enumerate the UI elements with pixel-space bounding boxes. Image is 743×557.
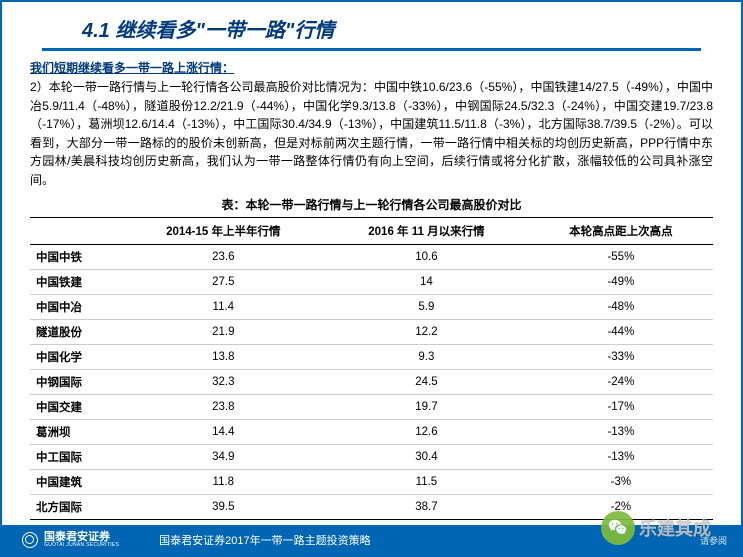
- table-cell: 19.7: [324, 394, 529, 419]
- slide-container: 4.1 继续看多"一带一路"行情 我们短期继续看多一带一路上涨行情： 2）本轮一…: [0, 0, 743, 557]
- table-row: 中国铁建27.514-49%: [30, 269, 713, 294]
- table-row: 中国化学13.89.3-33%: [30, 344, 713, 369]
- table-cell: -48%: [529, 294, 713, 319]
- table-row: 中国交建23.819.7-17%: [30, 394, 713, 419]
- col-header: 2014-15 年上半年行情: [123, 217, 325, 244]
- table-row: 中钢国际32.324.5-24%: [30, 369, 713, 394]
- table-cell: 隧道股份: [30, 319, 123, 344]
- table-cell: 27.5: [123, 269, 325, 294]
- table-cell: 中工国际: [30, 444, 123, 469]
- table-cell: 中国交建: [30, 394, 123, 419]
- table-cell: 中国建筑: [30, 469, 123, 494]
- col-header: 本轮高点距上次高点: [529, 217, 713, 244]
- table-cell: 中国化学: [30, 344, 123, 369]
- table-caption: 表：本轮一带一路行情与上一轮行情各公司最高股价对比: [30, 196, 713, 213]
- table-cell: -55%: [529, 244, 713, 269]
- table-cell: -13%: [529, 444, 713, 469]
- table-cell: 中国中铁: [30, 244, 123, 269]
- table-cell: 13.8: [123, 344, 325, 369]
- table-cell: 21.9: [123, 319, 325, 344]
- logo-icon: [22, 532, 38, 548]
- section-title: 4.1 继续看多"一带一路"行情: [82, 14, 701, 43]
- table-cell: 30.4: [324, 444, 529, 469]
- table-cell: -24%: [529, 369, 713, 394]
- table-cell: 11.4: [123, 294, 325, 319]
- table-cell: 38.7: [324, 494, 529, 519]
- footer-doc-title: 国泰君安证券2017年一带一路主题投资策略: [159, 532, 370, 548]
- wechat-icon: [601, 511, 635, 545]
- table-cell: 葛洲坝: [30, 419, 123, 444]
- table-cell: 14.4: [123, 419, 325, 444]
- table-cell: -13%: [529, 419, 713, 444]
- subtitle: 我们短期继续看多一带一路上涨行情：: [30, 59, 713, 76]
- watermark-text: 乐建其成: [639, 515, 711, 541]
- table-row: 葛洲坝14.412.6-13%: [30, 419, 713, 444]
- table-cell: 北方国际: [30, 494, 123, 519]
- table-cell: 11.5: [324, 469, 529, 494]
- table-header-row: 2014-15 年上半年行情 2016 年 11 月以来行情 本轮高点距上次高点: [30, 217, 713, 244]
- table-cell: 39.5: [123, 494, 325, 519]
- table-cell: 32.3: [123, 369, 325, 394]
- body-paragraph: 2）本轮一带一路行情与上一轮行情各公司最高股价对比情况为：中国中铁10.6/23…: [30, 78, 713, 190]
- table-cell: -44%: [529, 319, 713, 344]
- table-cell: 23.6: [123, 244, 325, 269]
- col-header: 2016 年 11 月以来行情: [324, 217, 529, 244]
- footer-logo: 国泰君安证券 GUOTAI JUNAN SECURITIES: [22, 532, 119, 548]
- table-row: 中国中铁23.610.6-55%: [30, 244, 713, 269]
- table-row: 中国建筑11.811.5-3%: [30, 469, 713, 494]
- table-cell: 5.9: [324, 294, 529, 319]
- table-cell: 中钢国际: [30, 369, 123, 394]
- table-cell: -17%: [529, 394, 713, 419]
- table-cell: 10.6: [324, 244, 529, 269]
- title-bar: 4.1 继续看多"一带一路"行情: [2, 2, 741, 51]
- table-cell: 34.9: [123, 444, 325, 469]
- table-cell: -33%: [529, 344, 713, 369]
- title-underline: [42, 48, 701, 51]
- table-cell: 11.8: [123, 469, 325, 494]
- wechat-watermark: 乐建其成: [601, 511, 711, 545]
- table-cell: 23.8: [123, 394, 325, 419]
- table-cell: 中国中冶: [30, 294, 123, 319]
- table-cell: 24.5: [324, 369, 529, 394]
- table-cell: 14: [324, 269, 529, 294]
- table-cell: 中国铁建: [30, 269, 123, 294]
- brand-en: GUOTAI JUNAN SECURITIES: [44, 543, 119, 548]
- table-body: 中国中铁23.610.6-55%中国铁建27.514-49%中国中冶11.45.…: [30, 244, 713, 519]
- table-cell: 12.2: [324, 319, 529, 344]
- footer-brand: 国泰君安证券 GUOTAI JUNAN SECURITIES: [44, 532, 119, 548]
- comparison-table: 2014-15 年上半年行情 2016 年 11 月以来行情 本轮高点距上次高点…: [30, 217, 713, 520]
- col-header: [30, 217, 123, 244]
- table-cell: -3%: [529, 469, 713, 494]
- table-row: 中工国际34.930.4-13%: [30, 444, 713, 469]
- table-row: 隧道股份21.912.2-44%: [30, 319, 713, 344]
- table-row: 中国中冶11.45.9-48%: [30, 294, 713, 319]
- content-area: 我们短期继续看多一带一路上涨行情： 2）本轮一带一路行情与上一轮行情各公司最高股…: [2, 51, 741, 540]
- table-cell: -49%: [529, 269, 713, 294]
- table-cell: 9.3: [324, 344, 529, 369]
- table-cell: 12.6: [324, 419, 529, 444]
